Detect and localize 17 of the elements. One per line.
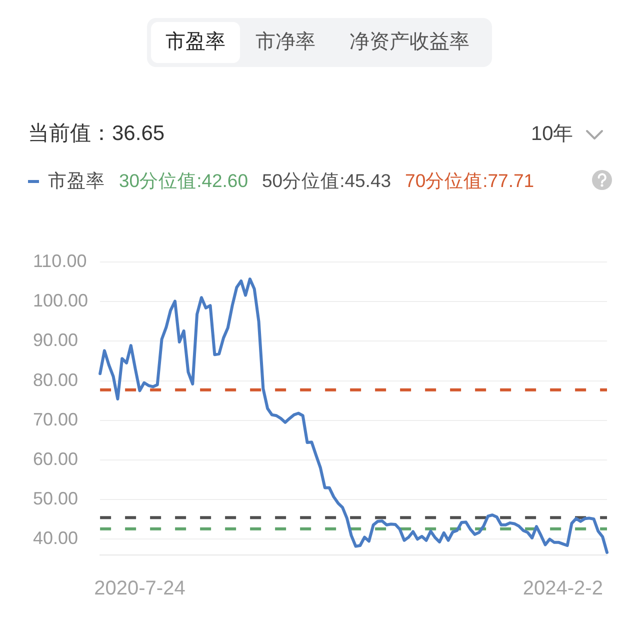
y-tick-label: 90.00 <box>33 330 78 350</box>
ref-line-label: 30分位值:42.60 <box>119 168 248 192</box>
ref-line-label: 50分位值:45.43 <box>262 168 392 192</box>
x-tick-label: 2020-7-24 <box>94 578 186 600</box>
ref-line-label: 70分位值:77.71 <box>405 168 534 192</box>
y-tick-label: 100.00 <box>33 290 88 311</box>
legend-label: 市盈率 <box>48 170 105 190</box>
y-tick-label: 60.00 <box>33 448 78 469</box>
y-tick-label: 110.00 <box>33 250 87 271</box>
y-tick-label: 80.00 <box>33 370 78 390</box>
y-tick-label: 50.00 <box>33 488 78 509</box>
tab-bar: 市盈率 市净率 净资产收益率 <box>147 18 492 67</box>
text: 当前值：36.65 <box>28 121 165 147</box>
x-tick-label: 2024-2-2 <box>522 578 603 600</box>
text: 10年 <box>531 122 574 147</box>
y-tick-label: 40.00 <box>33 528 78 548</box>
y-tick-label: 70.00 <box>33 409 78 430</box>
